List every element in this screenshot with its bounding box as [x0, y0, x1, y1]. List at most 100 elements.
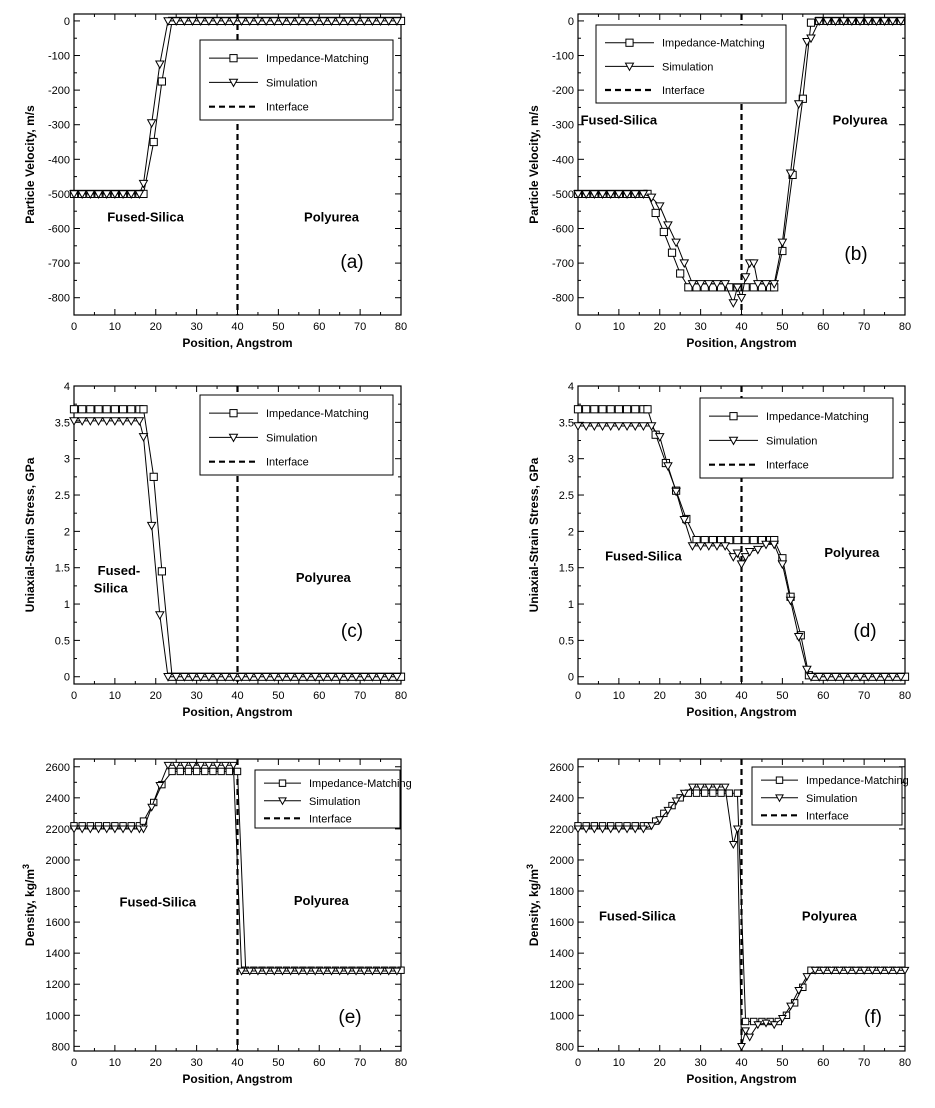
data-point [127, 405, 136, 414]
x-tick-label: 0 [575, 690, 581, 702]
data-point [712, 542, 722, 551]
data-point [810, 966, 820, 975]
x-tick-label: 50 [272, 321, 284, 333]
data-point [253, 673, 263, 682]
data-point [900, 966, 910, 975]
data-point [310, 967, 320, 976]
data-point [701, 789, 709, 797]
y-axis-label: Particle Velocity, m/s [527, 105, 541, 224]
y-tick-label: 1600 [550, 917, 574, 929]
data-point [351, 673, 361, 682]
data-point [77, 190, 88, 199]
data-point [236, 17, 247, 26]
y-tick-label: 2000 [46, 855, 70, 867]
region-label: Fused- [98, 563, 141, 578]
data-point [343, 673, 353, 682]
data-point [375, 673, 386, 682]
data-point [163, 761, 173, 770]
y-axis-label-sup: 3 [21, 864, 31, 869]
data-point [187, 673, 198, 682]
data-point [879, 673, 890, 682]
data-point [146, 521, 157, 531]
data-point [647, 822, 657, 831]
x-tick-label: 80 [395, 321, 407, 333]
data-point [744, 548, 755, 557]
data-point [863, 17, 874, 26]
legend-label: Simulation [266, 432, 317, 444]
data-point [110, 417, 120, 426]
data-point [720, 542, 730, 551]
x-tick-label: 70 [354, 321, 366, 333]
data-point [859, 966, 869, 975]
y-tick-label: 4 [64, 381, 70, 393]
data-point [392, 17, 402, 26]
legend-label: Interface [309, 813, 352, 825]
data-point [704, 783, 714, 792]
region-label: Fused-Silica [581, 113, 658, 128]
data-point [102, 405, 111, 414]
data-point [126, 417, 137, 426]
y-tick-label: 1.5 [55, 563, 70, 575]
data-point [720, 783, 730, 792]
panel-label: (a) [340, 252, 363, 273]
data-point [871, 673, 882, 682]
data-point [334, 17, 345, 26]
panel-label: (c) [341, 621, 363, 642]
x-tick-label: 70 [858, 1057, 870, 1069]
data-point [679, 516, 690, 525]
panel-label: (f) [864, 1007, 882, 1028]
x-tick-label: 60 [817, 690, 829, 702]
y-axis-label-main: Density, kg/m [527, 869, 541, 946]
y-axis-label: Uniaxial-Strain Stress, GPa [23, 457, 37, 612]
y-tick-label: -600 [48, 224, 70, 236]
x-tick-label: 10 [613, 690, 625, 702]
data-point [679, 789, 689, 798]
data-point [606, 825, 616, 834]
region-label: Polyurea [294, 893, 350, 908]
data-point [101, 190, 112, 199]
data-point [118, 417, 128, 426]
x-tick-label: 30 [695, 321, 707, 333]
data-point [278, 967, 287, 976]
data-point [692, 789, 701, 797]
y-tick-label: 0.5 [559, 635, 574, 647]
data-point [77, 417, 88, 426]
legend-marker [625, 38, 634, 47]
data-point [196, 761, 206, 770]
data-point [777, 1015, 787, 1024]
panel-label: (e) [338, 1007, 361, 1028]
data-point [217, 767, 225, 776]
data-point [630, 825, 640, 834]
data-point [78, 405, 87, 414]
data-point [631, 405, 640, 414]
data-point [679, 259, 690, 269]
data-point [814, 673, 825, 682]
data-point [720, 280, 730, 289]
x-tick-label: 70 [858, 690, 870, 702]
data-point [597, 422, 608, 432]
data-point [741, 535, 750, 545]
data-point [179, 673, 190, 682]
data-point [168, 767, 176, 776]
y-tick-label: 4 [568, 381, 574, 393]
data-point [383, 673, 394, 682]
data-point [622, 422, 632, 432]
x-axis-label: Position, Angstrom [686, 705, 796, 719]
data-point [717, 789, 725, 797]
data-point [293, 17, 304, 26]
data-point [318, 17, 329, 26]
data-point [163, 673, 173, 682]
data-point [688, 783, 697, 792]
chart-panel-1: 0 10 20 30 40 50 60 70 80 -800 -700 -600 -500 -400 -30… [23, 13, 407, 350]
data-point [728, 841, 738, 850]
y-tick-label: -500 [552, 189, 574, 201]
data-point [228, 761, 238, 770]
legend-label: Simulation [766, 435, 817, 447]
y-tick-label: 1200 [46, 979, 70, 991]
data-point [725, 789, 733, 797]
data-point [343, 17, 353, 26]
data-point [818, 966, 828, 975]
data-point [757, 535, 767, 545]
data-point [887, 17, 898, 26]
data-point [85, 190, 96, 199]
